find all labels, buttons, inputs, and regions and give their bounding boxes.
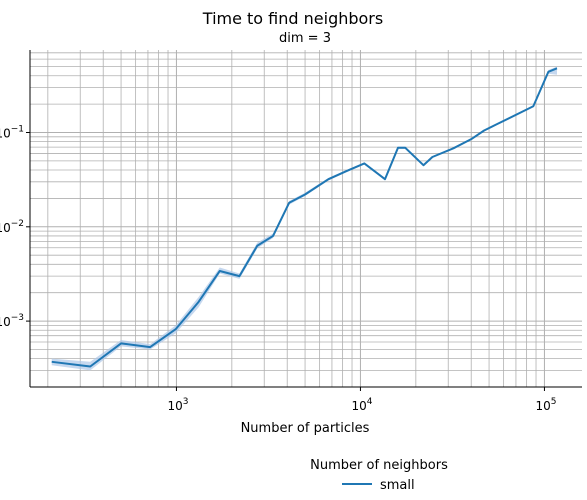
legend-entry-small: small: [380, 478, 415, 493]
legend: Number of neighbors small: [310, 458, 448, 493]
y-tick-label: 10−1: [0, 125, 24, 141]
x-ticks: 103 104 105: [167, 387, 556, 413]
y-tick-label: 10−2: [0, 219, 24, 235]
series-lines: [51, 67, 558, 368]
chart-subtitle: dim = 3: [279, 31, 331, 46]
x-tick-label: 104: [351, 397, 372, 413]
series-line-small: [51, 67, 558, 368]
confidence-band: [51, 66, 557, 371]
x-tick-label: 105: [535, 397, 556, 413]
y-ticks: 10−3 10−2 10−1: [0, 125, 30, 329]
grid: [30, 50, 582, 388]
axes: [29, 50, 582, 388]
x-tick-label: 103: [167, 397, 188, 413]
chart-title: Time to find neighbors: [202, 9, 383, 28]
y-tick-label: 10−3: [0, 313, 24, 329]
legend-title: Number of neighbors: [310, 458, 448, 473]
x-axis-label: Number of particles: [241, 421, 370, 436]
series-band-small: [51, 66, 557, 371]
